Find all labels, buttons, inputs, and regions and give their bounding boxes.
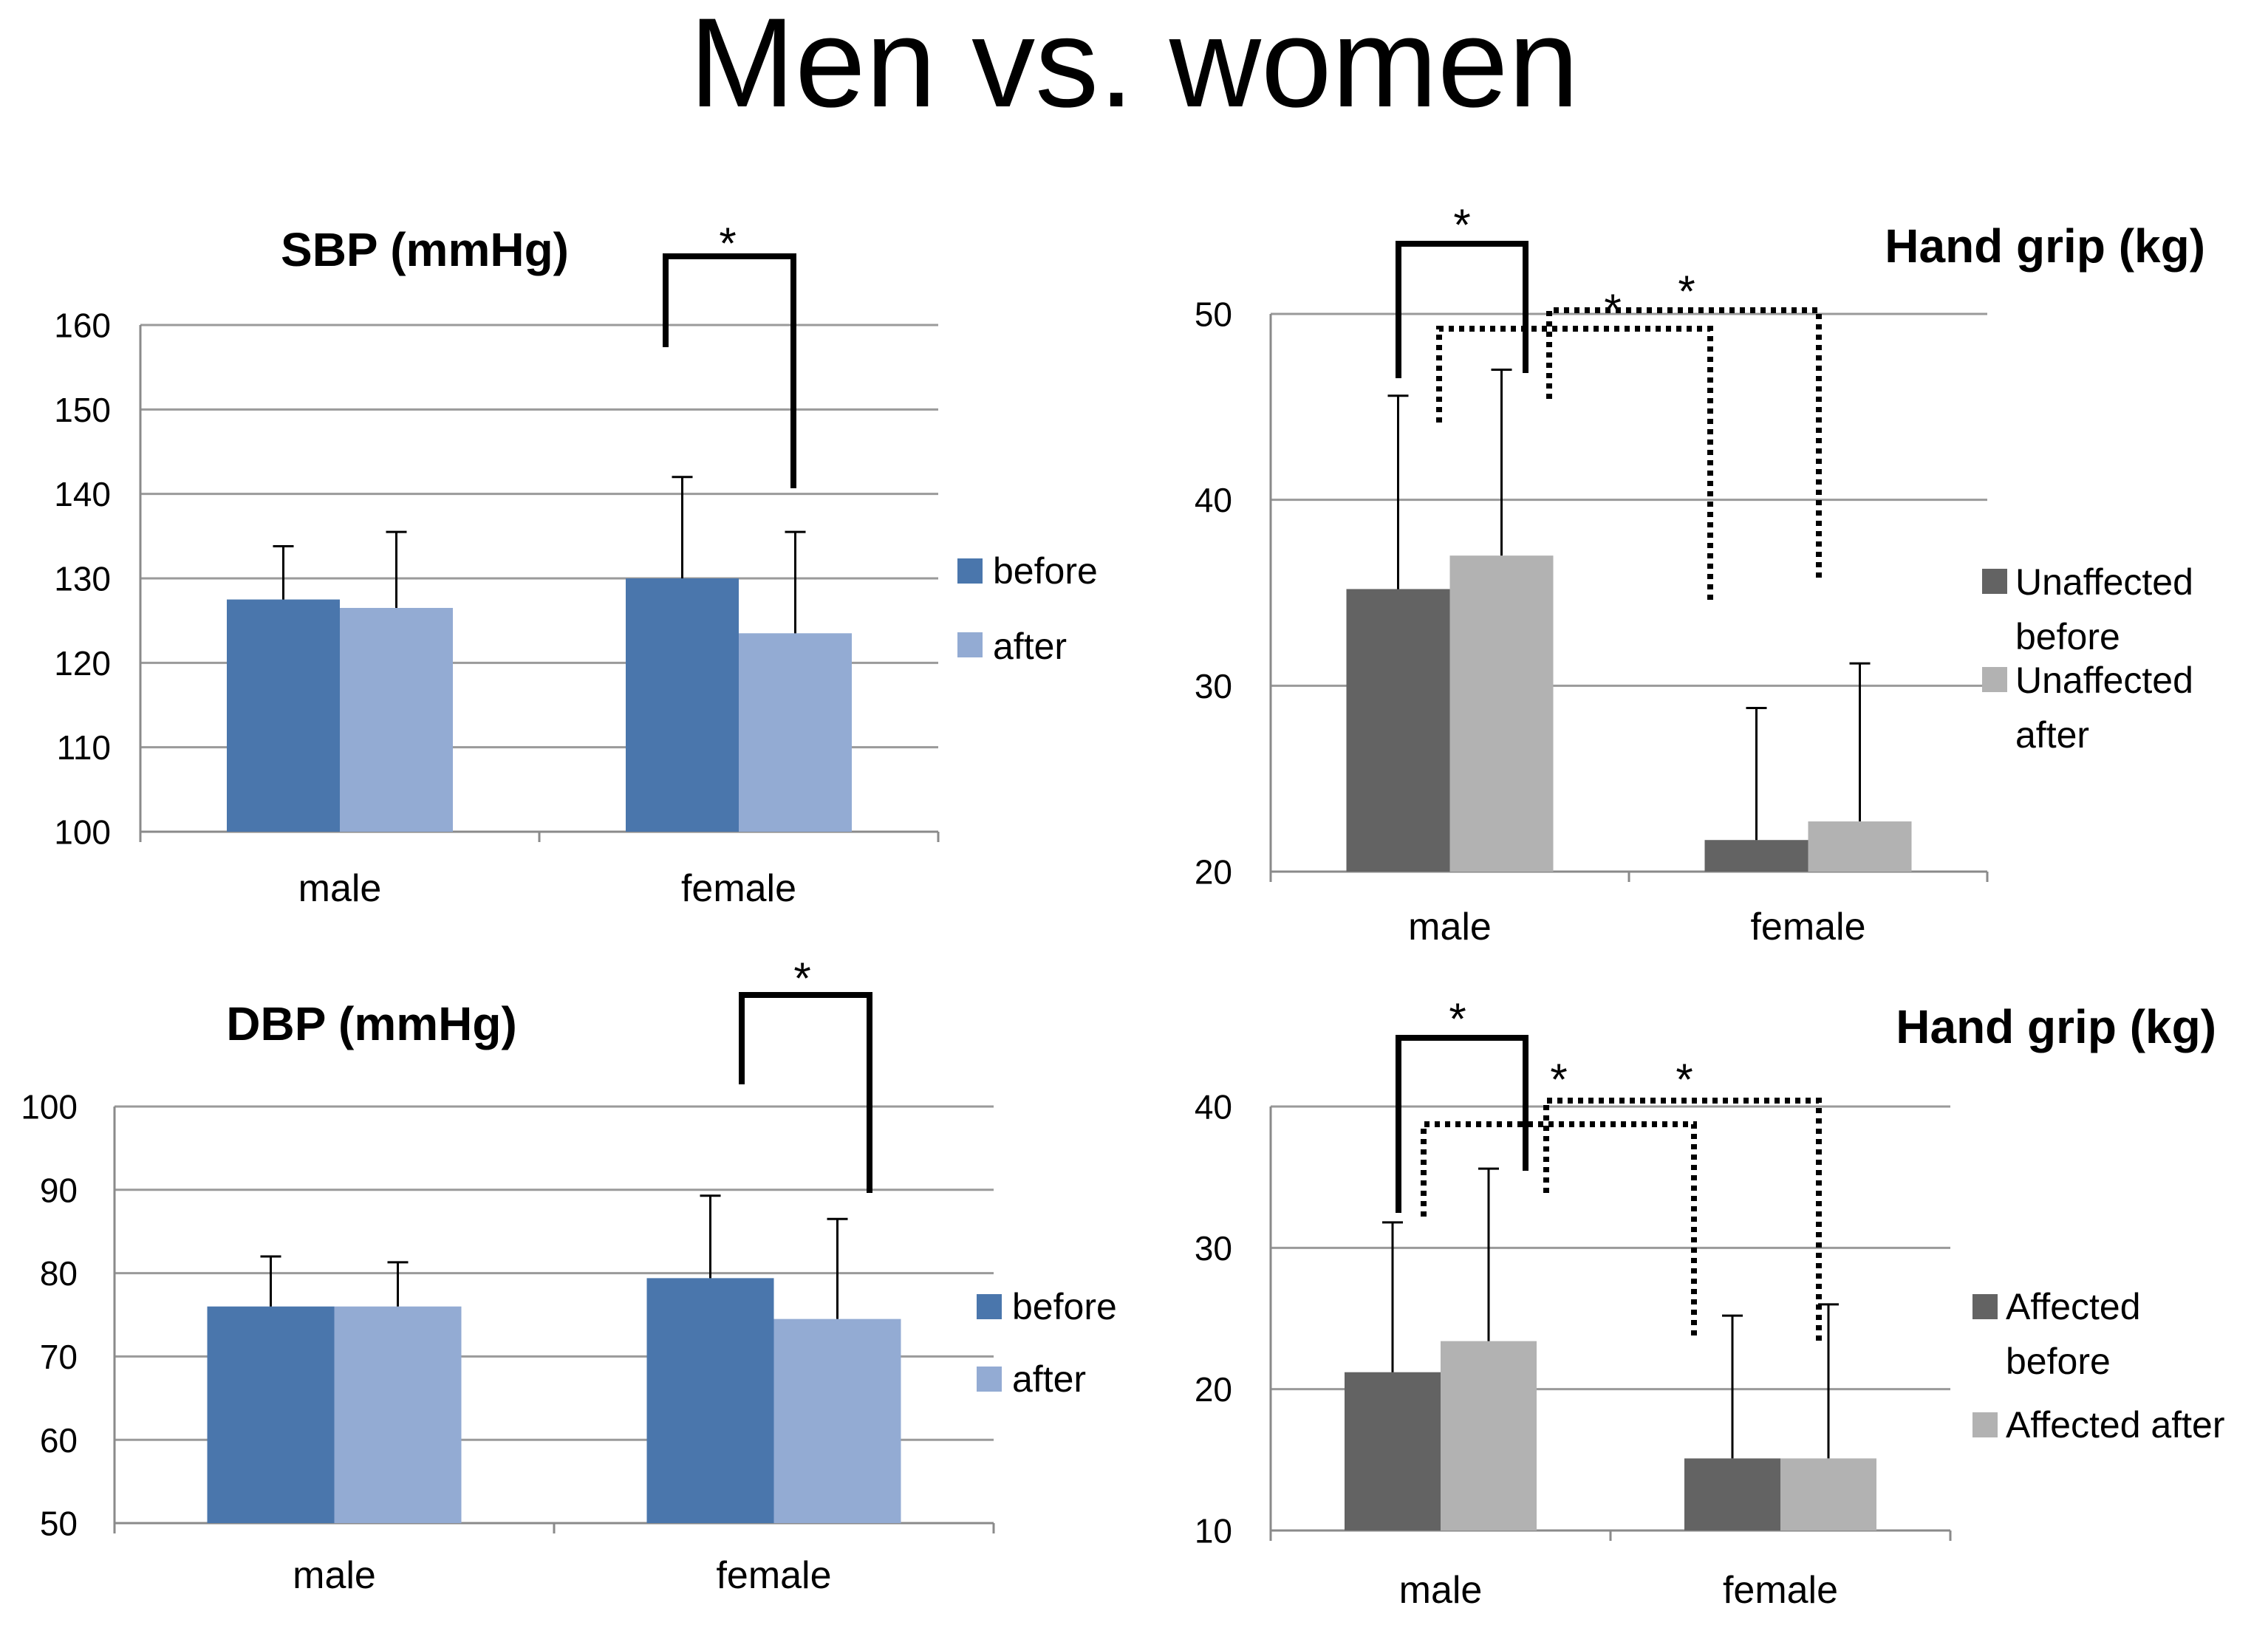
y-tick-label: 20 (1195, 853, 1232, 892)
significance-asterisk: * (1676, 1055, 1693, 1104)
significance-asterisk: * (1678, 267, 1695, 316)
bar-affected-after-female (1780, 1458, 1876, 1530)
significance-asterisk: * (1449, 994, 1466, 1044)
significance-asterisk: * (719, 219, 736, 268)
legend-label: after (993, 626, 1067, 667)
chart-title: DBP (mmHg) (226, 997, 517, 1050)
legend-label-line: after (2015, 714, 2089, 756)
chart-grip_affected: 10 20 30 40 male female Hand grip (kg) Affected… (1195, 994, 2225, 1612)
legend-label: before (1012, 1286, 1117, 1327)
chart-title: SBP (mmHg) (281, 223, 569, 276)
legend-label-line: before (1012, 1286, 1117, 1327)
y-tick-label: 150 (54, 391, 111, 429)
legend-swatch (1972, 1294, 1998, 1319)
legend-swatch (977, 1367, 1002, 1392)
bar-after-female (739, 633, 852, 832)
legend-swatch (957, 632, 983, 657)
legend-label-line: after (1012, 1358, 1086, 1400)
bar-after-male (340, 608, 453, 832)
y-tick-label: 130 (54, 560, 111, 598)
bar-unaffected-before-male (1346, 589, 1450, 872)
legend-label: before (993, 550, 1098, 592)
significance-bracket-solid (663, 253, 796, 488)
y-tick-label: 40 (1195, 481, 1232, 519)
legend-label-line: Unaffected (2015, 660, 2193, 701)
bar-before-male (227, 599, 340, 832)
legend-swatch (1982, 667, 2007, 692)
significance-asterisk: * (1453, 200, 1470, 250)
significance-asterisk: * (1604, 285, 1621, 335)
significance-bracket-dotted (1546, 307, 1822, 582)
bar-affected-after-male (1441, 1341, 1537, 1530)
significance-bracket-solid (1396, 241, 1528, 378)
legend-label: Unaffected before (2015, 561, 2193, 657)
x-category-label: female (1750, 906, 1865, 948)
y-tick-label: 30 (1195, 667, 1232, 705)
bar-affected-before-female (1684, 1458, 1780, 1530)
y-tick-label: 70 (40, 1338, 78, 1376)
legend-label-line: after (993, 626, 1067, 667)
chart-dbp: 50 60 70 80 90 100 male female DBP (mmHg) before a… (21, 954, 1117, 1597)
bar-before-female (646, 1278, 774, 1523)
y-tick-label: 40 (1195, 1088, 1232, 1126)
y-tick-label: 120 (54, 644, 111, 683)
x-category-label: male (293, 1554, 376, 1597)
bar-before-male (207, 1306, 335, 1523)
legend-label-line: before (2015, 616, 2120, 657)
y-tick-label: 100 (21, 1088, 78, 1126)
x-category-label: female (681, 867, 796, 910)
page-title: Men vs. women (689, 0, 1579, 134)
y-tick-label: 60 (40, 1421, 78, 1460)
bar-unaffected-before-female (1704, 840, 1808, 872)
legend-label: Affected after (2006, 1404, 2224, 1446)
bar-unaffected-after-male (1449, 555, 1554, 872)
significance-asterisk: * (793, 954, 810, 1003)
chart-title: Hand grip (kg) (1896, 1000, 2216, 1053)
significance-bracket-dotted (1421, 1121, 1697, 1341)
x-category-label: female (1723, 1569, 1838, 1612)
x-category-label: male (1408, 906, 1492, 948)
legend-label-line: Affected (2006, 1286, 2141, 1327)
y-tick-label: 90 (40, 1171, 78, 1209)
significance-bracket-dotted (1543, 1098, 1822, 1341)
legend-label: Unaffected after (2015, 660, 2193, 756)
y-tick-label: 100 (54, 813, 111, 852)
bar-unaffected-after-female (1808, 821, 1912, 872)
y-tick-label: 20 (1195, 1370, 1232, 1409)
significance-bracket-solid (1396, 1035, 1528, 1213)
y-tick-label: 110 (57, 728, 111, 767)
chart-grip_unaffected: 20 30 40 50 male female Hand grip (kg) Unaffect… (1195, 200, 2205, 948)
legend-label-line: before (993, 550, 1098, 592)
bar-after-male (334, 1306, 462, 1523)
legend-swatch (977, 1294, 1002, 1319)
y-tick-label: 160 (54, 307, 111, 345)
chart-title: Hand grip (kg) (1885, 219, 2205, 273)
y-tick-label: 10 (1195, 1512, 1232, 1550)
legend-label-line: Affected after (2006, 1404, 2224, 1446)
x-category-label: male (298, 867, 382, 910)
bar-after-female (773, 1319, 901, 1523)
y-tick-label: 50 (40, 1505, 78, 1543)
legend-label: after (1012, 1358, 1086, 1400)
y-tick-label: 30 (1195, 1229, 1232, 1268)
y-tick-label: 140 (54, 475, 111, 513)
significance-bracket-dotted (1436, 326, 1713, 600)
x-category-label: male (1399, 1569, 1483, 1612)
bar-before-female (626, 578, 739, 832)
legend-swatch (1972, 1412, 1998, 1437)
bar-affected-before-male (1345, 1372, 1441, 1530)
chart-sbp: 100 110 120 130 140 150 160 male female SBP (mmHg… (54, 219, 1098, 910)
y-tick-label: 50 (1195, 295, 1232, 334)
x-category-label: female (716, 1554, 831, 1597)
legend-label-line: Unaffected (2015, 561, 2193, 603)
significance-bracket-solid (739, 992, 872, 1193)
y-tick-label: 80 (40, 1254, 78, 1293)
legend-label: Affected before (2006, 1286, 2141, 1382)
legend-label-line: before (2006, 1341, 2111, 1382)
legend-swatch (1982, 569, 2007, 594)
significance-asterisk: * (1550, 1055, 1567, 1104)
legend-swatch (957, 558, 983, 584)
